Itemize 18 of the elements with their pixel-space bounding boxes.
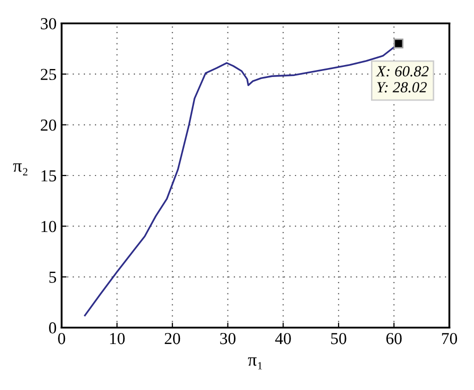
y-tick-label: 15 <box>42 170 56 182</box>
y-tick-label: 5 <box>49 272 56 283</box>
x-tick-label: 10 <box>110 332 125 344</box>
x-tick-label: 70 <box>442 332 458 344</box>
x-tick-label: 50 <box>331 332 346 344</box>
y-tick-label: 0 <box>49 322 56 334</box>
x-tick-label: 20 <box>164 332 180 344</box>
x-axis-title: π₁ <box>248 357 262 370</box>
y-tick-label: 10 <box>42 220 56 232</box>
annotation: X: 60.82 Y: 28.02 <box>376 66 429 92</box>
x-tick-label: 30 <box>220 332 236 344</box>
y-tick-label: 25 <box>40 68 56 80</box>
x-tick-label: 40 <box>275 332 291 344</box>
y-tick-label: 30 <box>40 18 56 30</box>
y-tick-label: 20 <box>40 120 56 131</box>
x-tick-label: 60 <box>386 332 402 344</box>
x-tick-label: 0 <box>58 332 66 344</box>
y-axis-title: π₂ <box>13 163 28 176</box>
